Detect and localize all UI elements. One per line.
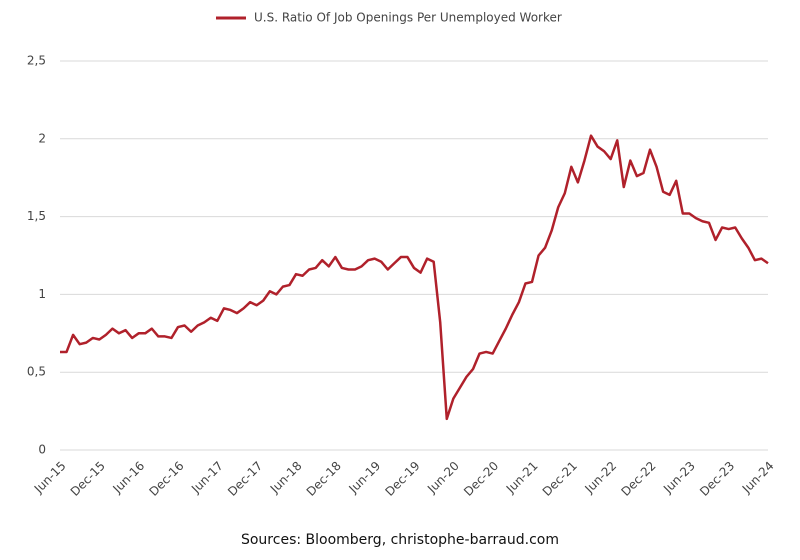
- x-tick-label: Dec-21: [540, 459, 580, 499]
- y-tick-label: 2: [38, 131, 46, 145]
- x-tick-label: Jun-22: [582, 459, 620, 497]
- x-tick-label: Jun-23: [660, 459, 698, 497]
- x-tick-label: Dec-20: [461, 459, 501, 499]
- x-tick-label: Jun-16: [110, 459, 148, 497]
- y-tick-label: 0,5: [27, 365, 46, 379]
- x-tick-label: Dec-22: [618, 459, 658, 499]
- x-tick-label: Jun-19: [346, 459, 384, 497]
- x-tick-label: Dec-17: [225, 459, 265, 499]
- x-tick-label: Jun-21: [503, 459, 541, 497]
- x-tick-label: Jun-17: [188, 459, 226, 497]
- y-tick-label: 2,5: [27, 54, 46, 68]
- y-tick-label: 0: [38, 443, 46, 457]
- x-tick-label: Jun-20: [424, 459, 462, 497]
- y-tick-label: 1,5: [27, 209, 46, 223]
- x-tick-label: Dec-18: [304, 459, 344, 499]
- legend-label: U.S. Ratio Of Job Openings Per Unemploye…: [254, 11, 562, 25]
- x-tick-label: Dec-19: [382, 459, 422, 499]
- x-tick-label: Jun-15: [31, 459, 69, 497]
- source-note: Sources: Bloomberg, christophe-barraud.c…: [241, 532, 559, 548]
- data-line: [60, 134, 769, 421]
- x-tick-label: Jun-24: [739, 459, 777, 497]
- x-tick-label: Dec-15: [68, 459, 108, 499]
- x-tick-label: Jun-18: [267, 459, 305, 497]
- x-tick-label: Dec-23: [697, 459, 737, 499]
- x-tick-label: Dec-16: [146, 459, 186, 499]
- y-tick-label: 1: [38, 287, 46, 301]
